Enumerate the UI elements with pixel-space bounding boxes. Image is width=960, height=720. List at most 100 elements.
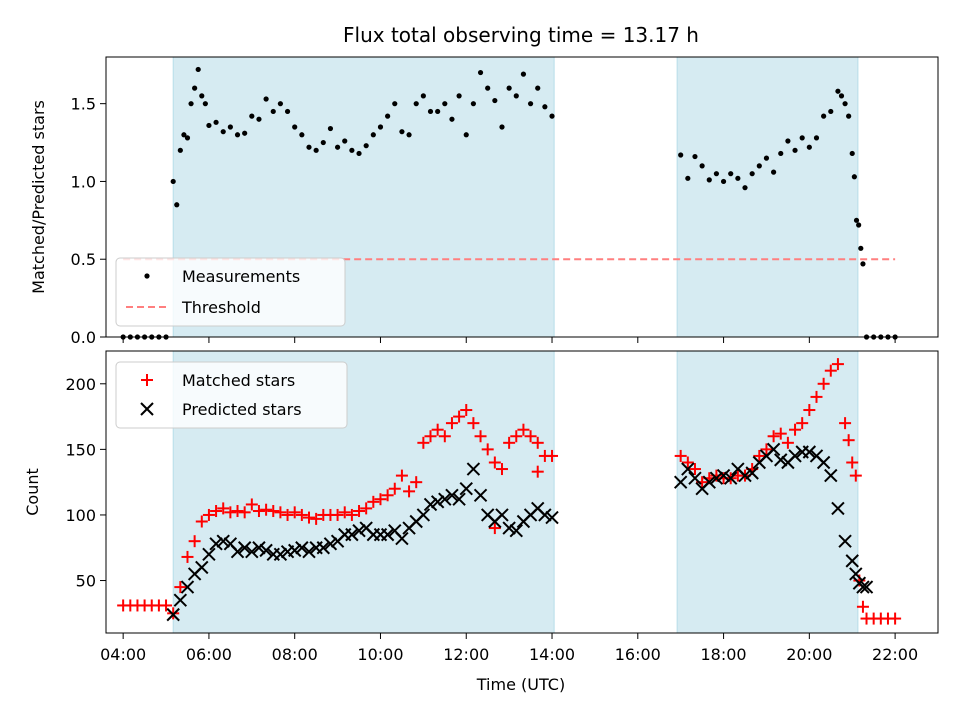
predicted-star-point	[774, 453, 788, 467]
measurement-point	[821, 113, 827, 119]
predicted-star-point	[495, 508, 509, 522]
measurement-point	[828, 108, 834, 115]
predicted-star-point	[295, 541, 309, 555]
matched-star-point	[856, 600, 869, 613]
predicted-star-point	[502, 521, 516, 535]
matched-star-point	[260, 503, 273, 516]
predicted-star-point	[709, 471, 724, 485]
measurement-point	[792, 147, 798, 153]
predicted-star-point	[788, 449, 802, 463]
measurement-point	[542, 104, 548, 110]
matched-star-point	[174, 581, 187, 594]
predicted-star-point	[416, 508, 431, 522]
predicted-star-point	[824, 468, 838, 483]
bottom-y-axis-label: Count	[23, 468, 42, 516]
measurement-point	[242, 130, 248, 136]
matched-star-point	[231, 505, 244, 518]
matched-star-point	[488, 522, 501, 535]
predicted-star-point	[345, 527, 359, 542]
measurement-point	[270, 108, 276, 115]
matched-star-point	[546, 449, 559, 462]
predicted-star-point	[259, 543, 273, 558]
predicted-star-point	[459, 482, 473, 496]
predicted-star-point	[252, 541, 266, 555]
bottom-legend: Matched stars Predicted stars	[115, 361, 348, 429]
matched-star-point	[345, 508, 358, 521]
top-y-tick-label: 1.5	[71, 95, 96, 114]
predicted-star-point	[395, 531, 409, 546]
measurement-point	[756, 163, 762, 169]
measurement-point	[849, 150, 855, 157]
measurement-point	[284, 108, 291, 115]
matched-star-point	[481, 443, 494, 456]
measurement-point	[299, 132, 305, 138]
measurement-point	[477, 69, 484, 76]
matched-star-point	[517, 423, 530, 436]
measurement-point	[199, 93, 205, 99]
matched-star-point	[824, 364, 837, 377]
top-x-ticks	[122, 337, 896, 343]
legend-matched-marker	[141, 374, 153, 386]
matched-star-point	[331, 508, 344, 521]
chart-title: Flux total observing time = 13.17 h	[343, 23, 699, 47]
measurement-point	[853, 217, 860, 223]
x-tick-label: 04:00	[100, 645, 146, 664]
matched-star-point	[403, 485, 416, 498]
measurement-point	[706, 177, 712, 183]
top-legend-box	[115, 257, 346, 327]
measurement-point	[813, 135, 820, 141]
measurement-point	[420, 93, 426, 99]
predicted-star-point	[380, 527, 395, 542]
matched-star-point	[889, 612, 902, 625]
matched-star-point	[188, 535, 201, 548]
predicted-star-point	[273, 547, 288, 562]
predicted-star-point	[216, 534, 230, 548]
x-tick-label: 20:00	[786, 645, 832, 664]
predicted-star-point	[849, 567, 863, 581]
bottom-y-tick-label: 100	[65, 506, 96, 525]
bottom-y-tick-label: 200	[65, 375, 96, 394]
measurement-point	[860, 261, 866, 267]
matched-star-point	[767, 430, 780, 443]
measurement-point	[192, 85, 198, 91]
measurement-point	[292, 124, 298, 130]
matched-star-point	[210, 505, 223, 518]
matched-star-point	[224, 506, 237, 519]
bottom-data-marks	[117, 358, 902, 625]
legend-predicted-label: Predicted stars	[182, 400, 302, 419]
measurement-point	[342, 138, 348, 144]
matched-star-point	[181, 550, 194, 563]
matched-star-point	[510, 430, 523, 443]
predicted-star-point	[166, 607, 180, 622]
measurement-point	[799, 135, 805, 141]
x-tick-label: 06:00	[186, 645, 232, 664]
measurement-point	[513, 93, 519, 99]
measurement-point	[506, 85, 512, 91]
bottom-legend-box	[115, 361, 348, 429]
matched-star-point	[245, 498, 258, 511]
matched-star-point	[774, 427, 787, 440]
top-y-tick-label: 1.0	[71, 172, 96, 191]
measurement-point	[470, 101, 476, 107]
legend-predicted-marker	[140, 402, 154, 416]
predicted-star-point	[724, 471, 738, 485]
matched-star-point	[503, 436, 516, 449]
matched-star-point	[460, 404, 473, 417]
predicted-star-point	[323, 537, 338, 551]
matched-star-point	[531, 465, 544, 478]
measurement-point	[720, 178, 727, 185]
measurement-point	[456, 93, 462, 99]
measurement-point	[527, 101, 534, 107]
predicted-star-point	[673, 475, 688, 489]
measurement-point	[785, 138, 791, 144]
matched-star-point	[531, 436, 544, 449]
matched-star-point	[424, 430, 437, 443]
matched-star-point	[674, 449, 687, 462]
predicted-star-point	[545, 510, 559, 525]
measurement-point	[858, 245, 864, 251]
matched-star-point	[160, 599, 173, 612]
measurement-point	[549, 113, 555, 119]
measurement-point	[206, 122, 212, 129]
measurement-point	[492, 97, 498, 104]
matched-star-point	[310, 512, 323, 525]
